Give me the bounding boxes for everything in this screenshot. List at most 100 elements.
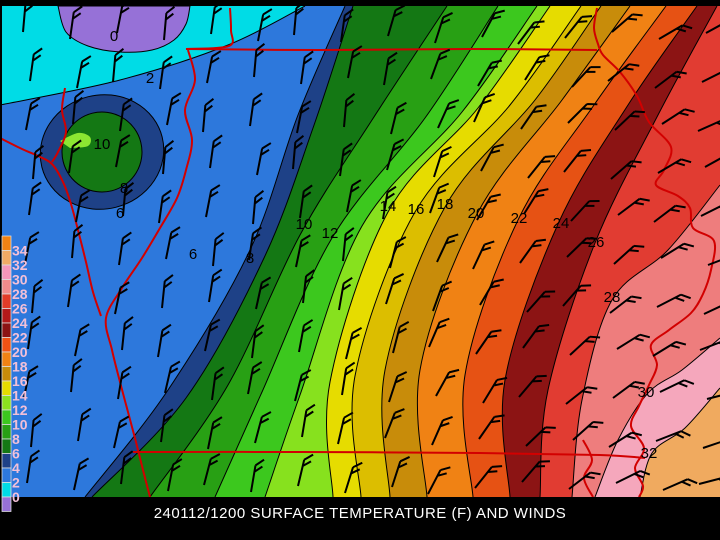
- wind-barb: [480, 143, 504, 172]
- wind-barb: [343, 92, 356, 128]
- wind-barb: [657, 158, 692, 174]
- wind-barb: [661, 108, 695, 125]
- wind-barb: [482, 376, 508, 404]
- wind-barb: [662, 478, 698, 491]
- wind-barb: [119, 97, 133, 132]
- wind-barb: [300, 50, 314, 85]
- wind-barb: [652, 340, 687, 357]
- wind-barb: [389, 236, 407, 269]
- wind-barb: [73, 457, 90, 491]
- wind-barb: [210, 6, 224, 35]
- wind-barb: [158, 189, 172, 224]
- color-scale-cell: [1, 467, 12, 483]
- wind-barb: [703, 301, 720, 315]
- border-line-3: [104, 49, 197, 497]
- wind-barb: [69, 6, 83, 40]
- wind-barb: [206, 50, 222, 84]
- wind-barb: [698, 476, 720, 485]
- wind-barb: [293, 6, 306, 36]
- wind-barb: [383, 51, 398, 86]
- color-scale-label-30: 30: [12, 272, 28, 288]
- wind-barb: [247, 361, 263, 395]
- wind-barb: [22, 6, 35, 33]
- wind-barb: [337, 411, 354, 445]
- wind-barb: [250, 458, 265, 493]
- contour-line-32: [639, 387, 720, 497]
- contour-label-26: 26: [588, 234, 605, 251]
- color-scale-label-16: 16: [12, 373, 28, 389]
- wind-barb: [254, 411, 272, 444]
- wind-barb: [433, 145, 452, 178]
- wind-barb: [211, 366, 225, 401]
- wind-barb: [120, 450, 134, 485]
- wind-barb: [700, 202, 720, 217]
- color-scale-cell: [1, 235, 12, 251]
- wind-barb: [302, 269, 315, 304]
- wind-barb: [519, 238, 547, 264]
- wind-barb: [24, 231, 40, 265]
- color-scale-cell: [1, 395, 12, 411]
- wind-barb: [252, 189, 265, 225]
- wind-barb: [26, 449, 41, 484]
- wind-barb: [77, 407, 92, 442]
- color-scale-label-0: 0: [12, 489, 20, 505]
- wind-barb: [385, 273, 405, 305]
- wind-barb: [430, 48, 451, 80]
- contour-line-10: [214, 6, 499, 497]
- wind-barb: [565, 386, 598, 405]
- color-scale-cell: [1, 308, 12, 324]
- wind-barb: [161, 274, 174, 309]
- color-scale-cell: [1, 424, 12, 440]
- wind-barb: [122, 181, 135, 217]
- wind-barb: [339, 142, 353, 177]
- wind-barb: [205, 184, 221, 218]
- wind-barb: [294, 369, 312, 402]
- wind-barb: [702, 438, 720, 449]
- color-scale-cell: [1, 279, 12, 295]
- contour-label-12: 12: [322, 225, 339, 242]
- contour-label-10: 10: [296, 216, 313, 233]
- color-scale-cell: [1, 366, 12, 382]
- color-scale-cell: [1, 496, 12, 512]
- color-scale-label-14: 14: [12, 388, 28, 404]
- contour-line-14: [325, 6, 551, 497]
- wind-barb: [167, 458, 183, 492]
- wind-barb: [522, 323, 550, 349]
- wind-barb: [390, 101, 407, 135]
- wind-barb: [31, 279, 44, 314]
- wind-barb: [32, 144, 45, 180]
- state-border-lines: [2, 7, 717, 497]
- wind-barb: [479, 278, 504, 306]
- contour-line-22: [462, 6, 667, 497]
- wind-barb: [249, 92, 263, 127]
- wind-barb: [527, 155, 556, 179]
- wind-barb: [347, 45, 363, 79]
- color-scale-label-22: 22: [12, 330, 28, 346]
- border-line-2: [592, 7, 717, 497]
- wind-barb: [427, 466, 451, 495]
- contour-label-0: 0: [110, 28, 118, 45]
- warm-pocket-core: [61, 111, 143, 193]
- wind-barb: [571, 66, 601, 88]
- wind-barb: [117, 365, 132, 400]
- color-scale-label-32: 32: [12, 257, 28, 273]
- color-scale-label-26: 26: [12, 301, 28, 317]
- wind-barb: [616, 333, 651, 350]
- wind-barb: [473, 93, 496, 123]
- wind-barbs: [22, 6, 720, 495]
- contour-labels: 0 2 10 8 6 6 8 10 12 14 16 18 20 22 24 26 28 30 32: [94, 28, 658, 462]
- contour-label-32: 32: [641, 445, 658, 462]
- wind-barb: [655, 430, 691, 442]
- wind-barb: [163, 6, 176, 41]
- wind-barb: [478, 414, 505, 440]
- wind-barb: [297, 453, 314, 487]
- wind-barb: [566, 237, 597, 258]
- wind-barb: [612, 380, 645, 399]
- wind-barb: [384, 408, 405, 439]
- status-bar: 240112/1200 SURFACE TEMPERATURE (F) AND …: [0, 503, 720, 523]
- wind-barb: [116, 6, 132, 34]
- contour-label-24: 24: [553, 215, 570, 232]
- color-scale-label-6: 6: [12, 446, 20, 462]
